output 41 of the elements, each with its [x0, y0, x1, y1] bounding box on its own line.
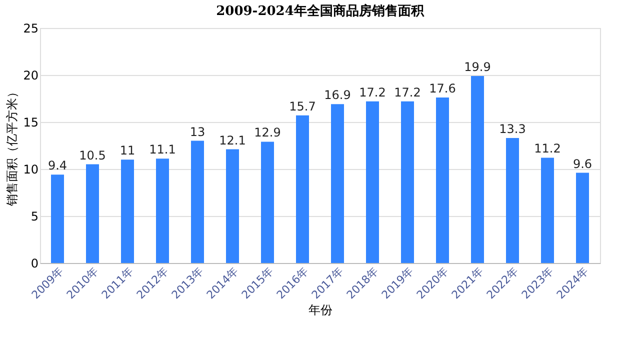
y-tick-label: 25 — [23, 22, 38, 36]
y-tick-label: 15 — [23, 116, 38, 130]
bar — [296, 115, 309, 263]
data-label: 12.9 — [254, 126, 281, 140]
y-axis-title: 销售面积（亿平方米） — [5, 86, 20, 207]
data-label: 16.9 — [324, 88, 351, 102]
data-label: 11 — [120, 144, 136, 158]
data-label: 15.7 — [289, 99, 316, 114]
bar — [436, 98, 449, 263]
data-label: 19.9 — [464, 60, 491, 74]
bar — [541, 158, 554, 263]
data-label: 17.2 — [394, 85, 421, 100]
bar — [471, 76, 484, 263]
data-label: 12.1 — [219, 133, 246, 148]
bar — [86, 164, 99, 263]
data-label: 11.2 — [534, 142, 561, 156]
bar — [366, 101, 379, 263]
y-tick-label: 10 — [23, 162, 38, 176]
bar — [226, 149, 239, 263]
data-label: 17.2 — [359, 85, 386, 100]
bar — [576, 172, 589, 263]
data-label: 17.6 — [429, 82, 456, 96]
data-label: 9.4 — [48, 158, 68, 173]
y-tick-label: 5 — [30, 210, 38, 224]
y-tick-label: 20 — [23, 68, 38, 82]
chart-title: 2009-2024年全国商品房销售面积 — [216, 3, 425, 19]
y-tick-label: 0 — [30, 256, 38, 270]
data-label: 13 — [190, 124, 206, 139]
data-label: 9.6 — [572, 156, 592, 171]
bar — [156, 158, 169, 263]
bar — [506, 138, 519, 263]
bar — [191, 140, 204, 263]
bar — [331, 104, 344, 263]
bar — [121, 160, 134, 263]
data-label: 11.1 — [149, 142, 176, 157]
data-label: 13.3 — [499, 122, 526, 136]
bar — [401, 101, 414, 263]
bar — [51, 174, 64, 263]
bar — [261, 142, 274, 263]
data-label: 10.5 — [79, 148, 106, 162]
x-axis-title: 年份 — [308, 302, 332, 317]
